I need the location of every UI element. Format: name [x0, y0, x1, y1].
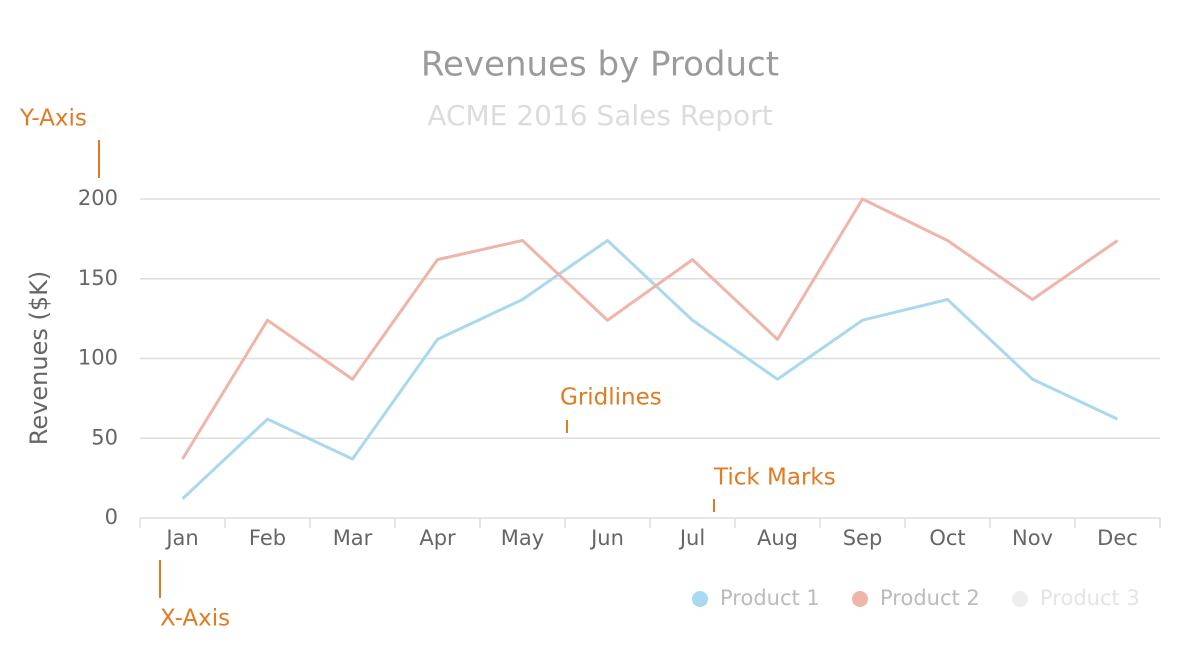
y-tick-label: 0 — [105, 505, 118, 529]
y-axis-label: Revenues ($K) — [25, 271, 53, 445]
annotation: Tick Marks — [713, 465, 836, 491]
x-tick-label: Sep — [843, 526, 883, 550]
x-tick-label: Dec — [1097, 526, 1138, 550]
legend-swatch — [1012, 591, 1028, 607]
y-tick-label: 50 — [91, 425, 118, 449]
y-tick-label: 100 — [78, 346, 118, 370]
annotation: Gridlines — [560, 385, 662, 411]
annotation: Y-Axis — [19, 106, 87, 132]
x-tick-label: Mar — [333, 526, 373, 550]
chart-subtitle: ACME 2016 Sales Report — [427, 99, 772, 132]
x-tick-label: Feb — [249, 526, 286, 550]
x-tick-label: Apr — [419, 526, 456, 550]
annotation: X-Axis — [160, 606, 230, 632]
x-tick-label: Jan — [164, 526, 198, 550]
legend-label: Product 1 — [720, 586, 820, 610]
series-line — [181, 197, 1119, 460]
legend-label: Product 3 — [1040, 586, 1140, 610]
y-tick-label: 150 — [78, 266, 118, 290]
chart-title: Revenues by Product — [421, 45, 779, 85]
x-tick-label: Aug — [757, 526, 798, 550]
legend-label: Product 2 — [880, 586, 980, 610]
x-tick-label: May — [501, 526, 544, 550]
legend-swatch — [692, 591, 708, 607]
x-tick-label: Nov — [1012, 526, 1053, 550]
x-tick-label: Jul — [678, 526, 705, 550]
x-tick-label: Oct — [929, 526, 965, 550]
x-tick-label: Jun — [589, 526, 624, 550]
series-line — [181, 238, 1119, 500]
legend-swatch — [852, 591, 868, 607]
y-tick-label: 200 — [78, 186, 118, 210]
